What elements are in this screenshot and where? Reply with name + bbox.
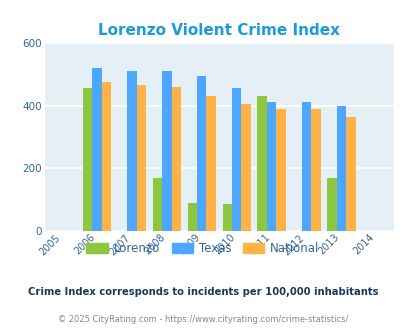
Bar	[152, 178, 162, 231]
Bar	[301, 103, 311, 231]
Bar	[102, 82, 111, 231]
Text: Crime Index corresponds to incidents per 100,000 inhabitants: Crime Index corresponds to incidents per…	[28, 287, 377, 297]
Bar	[311, 109, 320, 231]
Bar	[222, 204, 231, 231]
Bar	[136, 84, 146, 231]
Bar	[127, 71, 136, 231]
Title: Lorenzo Violent Crime Index: Lorenzo Violent Crime Index	[98, 22, 339, 38]
Bar	[83, 88, 92, 231]
Bar	[336, 106, 345, 231]
Bar	[326, 178, 336, 231]
Bar	[276, 109, 285, 231]
Bar	[266, 103, 276, 231]
Bar	[196, 76, 206, 231]
Legend: Lorenzo, Texas, National: Lorenzo, Texas, National	[81, 237, 324, 260]
Bar	[92, 68, 102, 231]
Bar	[231, 88, 241, 231]
Bar	[241, 104, 250, 231]
Bar	[187, 203, 196, 231]
Bar	[171, 87, 181, 231]
Bar	[257, 96, 266, 231]
Bar	[345, 117, 355, 231]
Bar	[206, 96, 215, 231]
Text: © 2025 CityRating.com - https://www.cityrating.com/crime-statistics/: © 2025 CityRating.com - https://www.city…	[58, 315, 347, 324]
Bar	[162, 71, 171, 231]
